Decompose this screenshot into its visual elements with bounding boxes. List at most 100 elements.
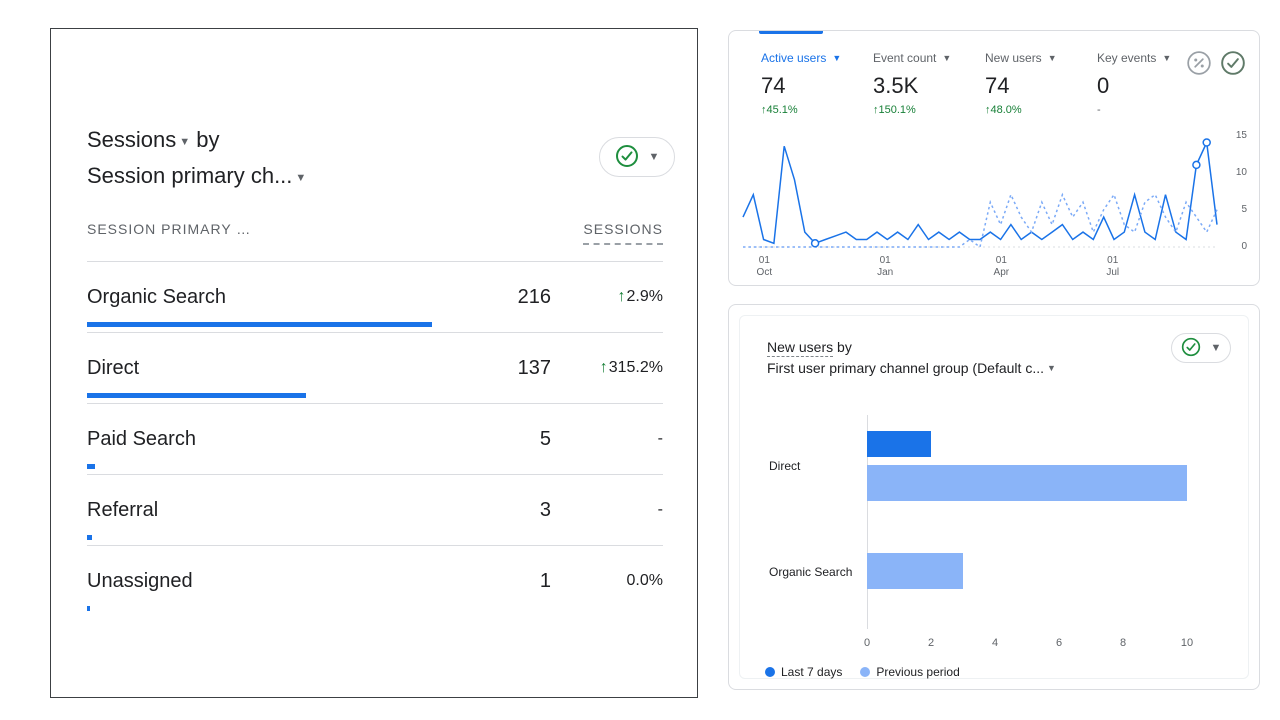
card-actions (1185, 49, 1247, 77)
x-axis-labels: 0 2 4 6 8 10 (863, 637, 1193, 653)
row-change: ↑315.2% (599, 359, 663, 376)
active-metric-indicator (759, 31, 823, 34)
checkmark-circle-icon[interactable] (1219, 49, 1247, 77)
bar-direct-prev[interactable] (867, 465, 1187, 501)
y-axis-labels: 15 10 5 0 (1236, 130, 1247, 252)
x-axis-tick: 0 (863, 637, 871, 649)
metric-event-count: Event count ▼ 3.5K ↑150.1% (873, 51, 985, 116)
row-value: 216 (517, 285, 551, 308)
metric-selector[interactable]: Sessions ▼ (87, 127, 190, 152)
bar-direct-last7[interactable] (867, 431, 931, 457)
up-arrow-icon: ↑ (617, 288, 626, 305)
row-value-bar (87, 464, 95, 469)
dropdown-arrow-icon: ▼ (832, 53, 842, 63)
data-quality-button[interactable]: ▼ (599, 137, 675, 177)
row-label: Unassigned (87, 569, 193, 592)
table-header: SESSION PRIMARY … SESSIONS (87, 221, 663, 245)
x-axis-tick: 01 Jul (1106, 255, 1120, 278)
row-value: 137 (517, 356, 551, 379)
metric-value: 3.5K (873, 73, 919, 98)
metric-label[interactable]: Key events ▼ (1097, 51, 1172, 65)
category-label: Organic Search (769, 565, 853, 579)
metric-change: - (1097, 104, 1101, 116)
row-change: - (657, 430, 663, 447)
line-chart-plot (742, 138, 1218, 249)
row-value: 5 (539, 427, 551, 450)
chart-legend: Last 7 days Previous period (765, 665, 960, 679)
x-axis-tick: 8 (1119, 637, 1127, 649)
row-value-bar (87, 606, 90, 611)
table-row: Unassigned 1 0.0% (87, 545, 663, 616)
x-axis-tick: 4 (991, 637, 999, 649)
x-axis-tick: 6 (1055, 637, 1063, 649)
card-title: Sessions ▼ by Session primary ch... ▼ (87, 123, 306, 195)
new-users-bar-chart: Direct Organic Search 0 2 4 6 8 10 (729, 305, 1259, 689)
dimension-selector-label: Session primary ch... (87, 163, 293, 188)
row-label: Direct (87, 356, 140, 379)
bar-organic-prev[interactable] (867, 553, 963, 589)
metric-label[interactable]: Event count ▼ (873, 51, 952, 65)
row-value-bar (87, 393, 306, 398)
metric-selector[interactable]: New users (767, 339, 834, 357)
row-change: - (657, 501, 663, 518)
row-value: 1 (539, 569, 551, 592)
dimension-selector[interactable]: Session primary ch... ▼ (87, 163, 306, 188)
active-users-line-chart (742, 131, 1218, 251)
metric-change: ↑48.0% (985, 104, 1022, 116)
metric-active-users: Active users ▼ 74 ↑45.1% (761, 51, 873, 116)
dropdown-arrow-icon: ▼ (648, 151, 660, 163)
dropdown-arrow-icon: ▼ (942, 53, 952, 63)
table-row: Direct 137 ↑315.2% (87, 332, 663, 403)
y-axis-tick: 5 (1241, 204, 1247, 215)
dropdown-arrow-icon: ▼ (1047, 53, 1057, 63)
table-row: Referral 3 - (87, 474, 663, 545)
row-label: Paid Search (87, 427, 196, 450)
row-value-bar (87, 322, 432, 327)
dimension-selector[interactable]: First user primary channel group (Defaul… (767, 360, 1056, 376)
row-change: ↑2.9% (617, 288, 663, 305)
metric-label[interactable]: Active users ▼ (761, 51, 842, 65)
y-axis-line (867, 415, 868, 629)
legend-item-last7: Last 7 days (765, 665, 842, 679)
row-label: Organic Search (87, 285, 226, 308)
row-change: 0.0% (626, 572, 663, 589)
metric-change: ↑45.1% (761, 104, 798, 116)
category-label: Direct (769, 459, 801, 473)
x-axis-tick: 01 Jan (877, 255, 894, 278)
data-quality-button[interactable]: ▼ (1171, 333, 1231, 363)
y-axis-tick: 15 (1235, 130, 1247, 141)
column-header-sessions[interactable]: SESSIONS (583, 221, 663, 245)
x-axis-tick: 10 (1180, 637, 1194, 649)
row-label: Referral (87, 498, 159, 521)
metric-new-users: New users ▼ 74 ↑48.0% (985, 51, 1097, 116)
column-header-dimension[interactable]: SESSION PRIMARY … (87, 221, 252, 237)
checkmark-circle-icon (615, 144, 639, 171)
metric-label[interactable]: New users ▼ (985, 51, 1057, 65)
dropdown-arrow-icon: ▼ (1210, 342, 1222, 354)
dropdown-arrow-icon: ▼ (295, 172, 307, 184)
sessions-by-channel-card: Sessions ▼ by Session primary ch... ▼ ▼ SE… (50, 28, 698, 698)
title-joiner: by (837, 339, 852, 355)
x-axis-tick: 2 (927, 637, 935, 649)
percent-circle-icon[interactable] (1185, 49, 1213, 77)
x-axis-tick: 01 Oct (756, 255, 773, 278)
metric-selector-label: Sessions (87, 127, 177, 152)
legend-dot-icon (765, 667, 775, 677)
overview-metrics-card: Active users ▼ 74 ↑45.1% Event count ▼ 3.5… (728, 30, 1260, 286)
title-joiner: by (196, 127, 220, 152)
dropdown-arrow-icon: ▼ (1047, 363, 1056, 373)
up-arrow-icon: ↑ (873, 104, 879, 116)
dropdown-arrow-icon: ▼ (179, 136, 191, 148)
sessions-table: Organic Search 216 ↑2.9% Direct 137 ↑315… (87, 261, 663, 616)
metric-key-events: Key events ▼ 0 - (1097, 51, 1209, 116)
y-axis-tick: 0 (1241, 241, 1247, 252)
metric-value: 74 (761, 73, 786, 98)
new-users-card: New users by First user primary channel … (728, 304, 1260, 690)
x-axis-tick: 01 Apr (993, 255, 1010, 278)
row-value: 3 (539, 498, 551, 521)
metric-selector-row: Active users ▼ 74 ↑45.1% Event count ▼ 3.5… (761, 51, 1209, 116)
metric-value: 74 (985, 73, 1010, 98)
up-arrow-icon: ↑ (761, 104, 767, 116)
legend-dot-icon (860, 667, 871, 677)
